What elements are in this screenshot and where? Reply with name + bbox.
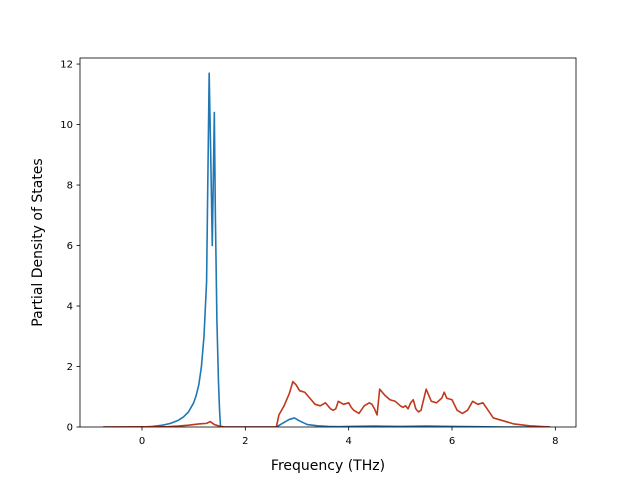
x-tick-label: 2	[242, 436, 248, 447]
x-tick-label: 8	[552, 436, 558, 447]
y-tick-label: 6	[67, 241, 73, 252]
x-axis-label: Frequency (THz)	[271, 458, 385, 474]
y-tick-label: 12	[60, 60, 73, 71]
y-tick-label: 0	[67, 423, 73, 434]
y-axis-label: Partial Density of States	[30, 158, 46, 326]
x-axis-ticks: 0 2 4 6 8	[139, 427, 559, 447]
y-tick-label: 10	[60, 120, 73, 131]
series-layer	[103, 72, 551, 427]
series-line-2	[103, 380, 551, 427]
y-tick-label: 4	[67, 302, 73, 313]
y-tick-label: 8	[67, 181, 73, 192]
axes-frame	[79, 57, 577, 428]
x-tick-label: 0	[139, 436, 145, 447]
x-tick-label: 6	[449, 436, 455, 447]
x-tick-label: 4	[345, 436, 351, 447]
series-line-1	[103, 72, 551, 427]
y-tick-label: 2	[67, 362, 73, 373]
y-axis-ticks: 0 2 4 6 8 10 12	[60, 60, 80, 434]
